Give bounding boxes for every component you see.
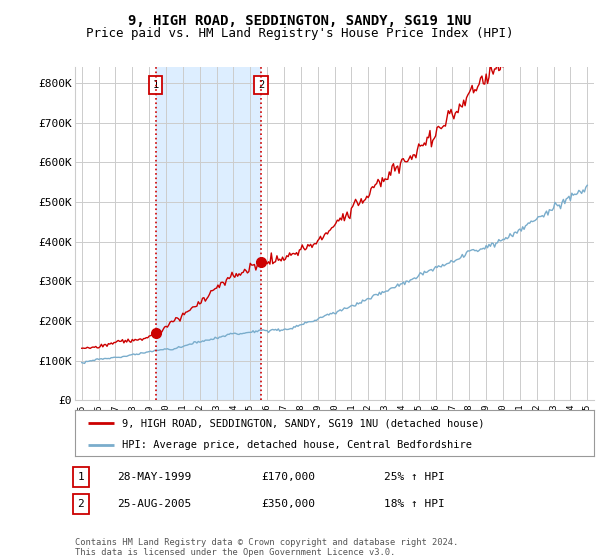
- Text: £350,000: £350,000: [261, 499, 315, 509]
- Text: 9, HIGH ROAD, SEDDINGTON, SANDY, SG19 1NU: 9, HIGH ROAD, SEDDINGTON, SANDY, SG19 1N…: [128, 14, 472, 28]
- Text: 18% ↑ HPI: 18% ↑ HPI: [384, 499, 445, 509]
- Text: Price paid vs. HM Land Registry's House Price Index (HPI): Price paid vs. HM Land Registry's House …: [86, 27, 514, 40]
- Bar: [155, 67, 261, 400]
- Text: 1: 1: [152, 80, 158, 90]
- Text: 9, HIGH ROAD, SEDDINGTON, SANDY, SG19 1NU (detached house): 9, HIGH ROAD, SEDDINGTON, SANDY, SG19 1N…: [122, 418, 484, 428]
- Text: £170,000: £170,000: [261, 472, 315, 482]
- Text: 2: 2: [77, 499, 85, 509]
- Text: Contains HM Land Registry data © Crown copyright and database right 2024.
This d: Contains HM Land Registry data © Crown c…: [75, 538, 458, 557]
- Text: 28-MAY-1999: 28-MAY-1999: [117, 472, 191, 482]
- Text: 25-AUG-2005: 25-AUG-2005: [117, 499, 191, 509]
- Text: HPI: Average price, detached house, Central Bedfordshire: HPI: Average price, detached house, Cent…: [122, 440, 472, 450]
- Text: 25% ↑ HPI: 25% ↑ HPI: [384, 472, 445, 482]
- Text: 2: 2: [258, 80, 264, 90]
- Text: 1: 1: [77, 472, 85, 482]
